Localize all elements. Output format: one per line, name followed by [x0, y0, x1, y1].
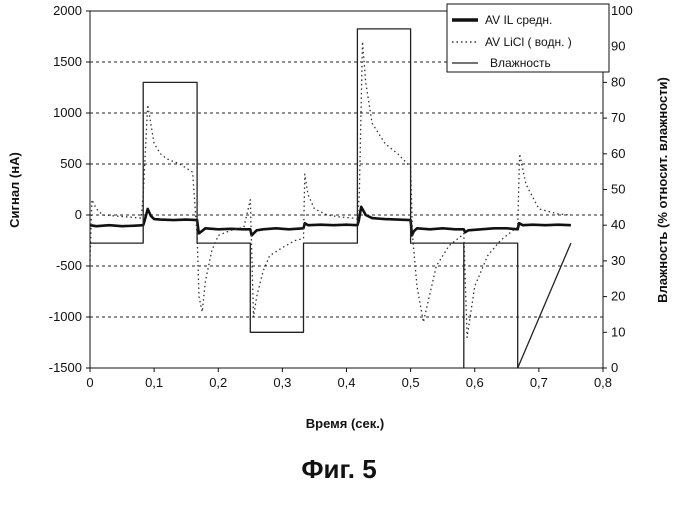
x-tick-label: 0,6 — [466, 375, 484, 390]
y-right-tick-label: 70 — [611, 110, 625, 125]
y-left-tick-label: 1000 — [53, 105, 82, 120]
x-tick-label: 0,5 — [402, 375, 420, 390]
x-tick-label: 0,7 — [530, 375, 548, 390]
grid-layer — [90, 62, 603, 317]
y-left-tick-label: 500 — [60, 156, 82, 171]
y-left-tick-label: 2000 — [53, 3, 82, 18]
series-line-licl-aq — [90, 42, 571, 338]
y-right-tick-label: 80 — [611, 74, 625, 89]
y-left-tick-label: 0 — [75, 207, 82, 222]
y-left-tick-label: -500 — [56, 258, 82, 273]
y-right-tick-label: 90 — [611, 39, 625, 54]
series-line-il-avg — [90, 207, 571, 236]
x-tick-label: 0,3 — [273, 375, 291, 390]
x-tick-label: 0,4 — [337, 375, 355, 390]
right-axis-title: Влажность (% относит. влажности) — [655, 77, 670, 303]
x-tick-label: 0,8 — [594, 375, 612, 390]
y-right-tick-label: 20 — [611, 289, 625, 304]
legend-label-il: AV IL средн. — [485, 13, 552, 27]
x-tick-label: 0,2 — [209, 375, 227, 390]
y-right-tick-label: 100 — [611, 3, 633, 18]
y-right-tick-label: 60 — [611, 146, 625, 161]
y-left-tick-label: -1000 — [49, 309, 82, 324]
x-tick-label: 0,1 — [145, 375, 163, 390]
y-right-tick-label: 0 — [611, 360, 618, 375]
figure-caption: Фиг. 5 — [301, 454, 376, 484]
y-right-tick-label: 10 — [611, 324, 625, 339]
legend-label-licl: AV LiCl ( водн. ) — [485, 35, 572, 49]
left-axis-title: Сигнал (нА) — [7, 152, 22, 228]
y-right-tick-label: 40 — [611, 217, 625, 232]
legend-label-humidity: Влажность — [490, 56, 551, 70]
y-left-tick-label: -1500 — [49, 360, 82, 375]
y-right-tick-label: 30 — [611, 253, 625, 268]
y-left-tick-label: 1500 — [53, 54, 82, 69]
x-axis-title: Время (сек.) — [306, 416, 384, 431]
x-tick-label: 0 — [86, 375, 93, 390]
y-right-tick-label: 50 — [611, 182, 625, 197]
legend: AV IL средн. AV LiCl ( водн. ) Влажность — [447, 4, 609, 72]
